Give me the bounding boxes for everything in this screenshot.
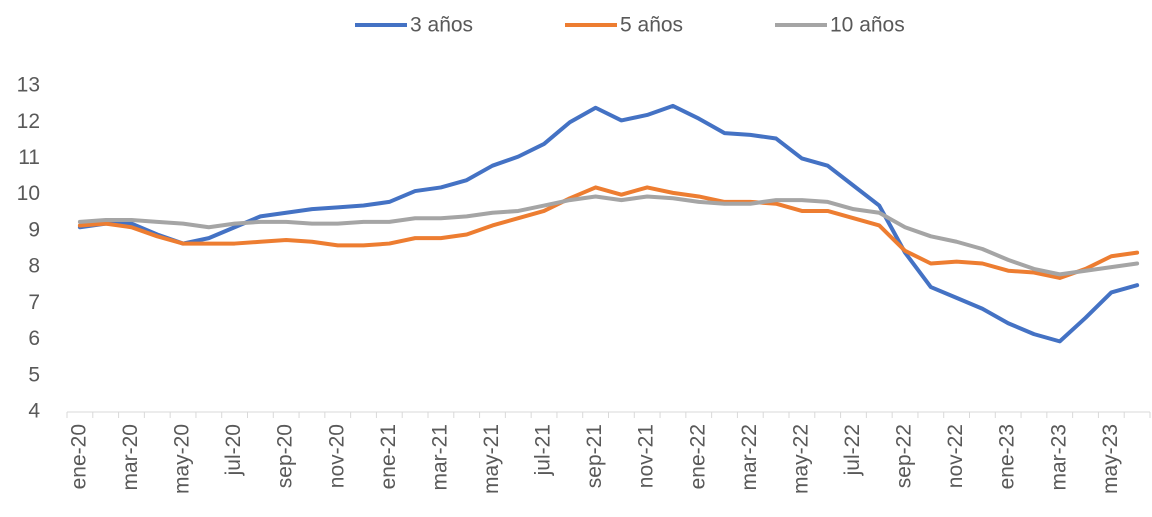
x-tick-label: mar-22	[738, 424, 761, 491]
y-tick-label: 5	[28, 363, 40, 386]
x-tick-label: sep-22	[893, 424, 916, 488]
x-tick-label: mar-23	[1047, 424, 1070, 491]
x-tick-label: may-22	[789, 424, 812, 494]
x-tick-label: ene-22	[686, 424, 709, 489]
x-tick-label: ene-23	[996, 424, 1019, 489]
x-tick-label: jul-22	[841, 424, 864, 476]
series-line	[77, 185, 1140, 280]
series-line	[77, 194, 1140, 277]
x-tick-label: may-20	[171, 424, 194, 494]
legend-label: 3 años	[410, 14, 473, 37]
x-tick-label: sep-20	[274, 424, 297, 488]
x-tick-label: may-23	[1099, 424, 1122, 494]
y-tick-label: 10	[17, 182, 40, 205]
legend-label: 5 años	[620, 14, 683, 37]
x-tick-label: ene-21	[377, 424, 400, 489]
y-tick-label: 7	[28, 291, 40, 314]
y-tick-label: 4	[28, 400, 40, 423]
y-tick-label: 9	[28, 218, 40, 241]
x-tick-label: mar-20	[119, 424, 142, 491]
y-tick-label: 8	[28, 255, 40, 278]
x-tick-label: jul-21	[532, 424, 555, 476]
y-tick-label: 11	[18, 146, 40, 169]
legend-label: 10 años	[830, 14, 905, 37]
x-tick-label: nov-21	[635, 424, 658, 488]
y-tick-label: 13	[17, 74, 40, 97]
y-tick-label: 6	[28, 327, 40, 350]
x-tick-label: sep-21	[583, 424, 606, 488]
x-tick-label: jul-20	[222, 424, 245, 476]
x-tick-label: nov-20	[325, 424, 348, 488]
x-tick-label: may-21	[480, 424, 503, 494]
series-line	[77, 103, 1140, 344]
x-tick-label: nov-22	[944, 424, 967, 488]
x-tick-label: ene-20	[67, 424, 90, 489]
y-tick-label: 12	[17, 110, 40, 133]
x-tick-label: mar-21	[428, 424, 451, 491]
